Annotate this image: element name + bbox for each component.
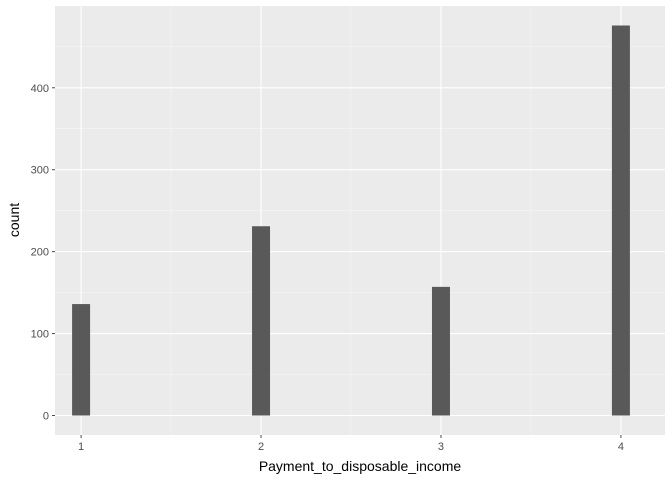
x-tick-label: 1 — [78, 441, 84, 453]
y-axis-title: count — [6, 203, 22, 237]
axis-ticks — [52, 87, 622, 438]
bar — [72, 304, 91, 416]
plot-panel — [55, 6, 665, 435]
x-tick-labels: 1 2 3 4 — [78, 441, 624, 453]
x-tick-label: 2 — [258, 441, 264, 453]
x-tick-label: 4 — [618, 441, 624, 453]
bar — [431, 286, 450, 416]
y-tick-label: 400 — [31, 83, 49, 95]
x-tick-label: 3 — [438, 441, 444, 453]
y-tick-label: 300 — [31, 165, 49, 177]
y-tick-labels: 0 100 200 300 400 — [31, 83, 49, 423]
bars — [72, 25, 630, 416]
bar — [252, 226, 271, 416]
y-tick-label: 0 — [43, 411, 49, 423]
bar — [611, 25, 630, 416]
y-tick-label: 200 — [31, 247, 49, 259]
minor-gridlines — [55, 6, 665, 435]
y-tick-label: 100 — [31, 329, 49, 341]
x-axis-title: Payment_to_disposable_income — [259, 458, 462, 474]
